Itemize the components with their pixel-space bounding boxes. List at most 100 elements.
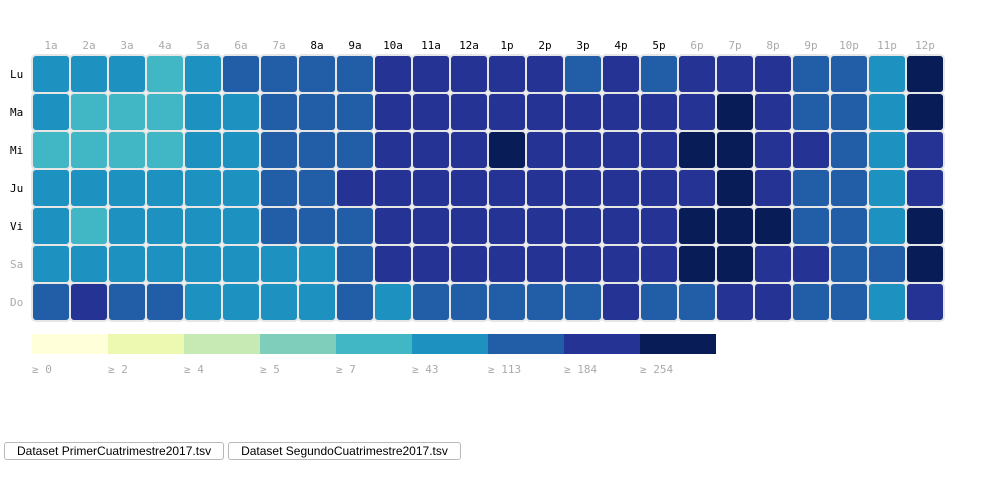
heatmap-cell (525, 206, 565, 246)
legend-label: ≥ 0 (32, 363, 52, 376)
heatmap-cell (829, 282, 869, 322)
heatmap-cell (677, 244, 717, 284)
heatmap-cell (411, 282, 451, 322)
heatmap-cell (715, 54, 755, 94)
heatmap-chart: 1a 2a 3a 4a 5a 6a 7a 8a 9a 10a 11a 12a 1p 2p 3p 4p 5p 6p 7… (10, 39, 945, 376)
heatmap-cell (867, 130, 907, 170)
heatmap-cell (601, 206, 641, 246)
heatmap-cell (373, 54, 413, 94)
hour-label: 8p (766, 39, 779, 52)
heatmap-cell (221, 206, 261, 246)
heatmap-cell (601, 130, 641, 170)
hour-label: 10a (383, 39, 403, 52)
heatmap-cell (221, 282, 261, 322)
heatmap-cell (69, 92, 109, 132)
legend-label: ≥ 2 (108, 363, 128, 376)
day-label: Mi (10, 144, 23, 157)
heatmap-cell (107, 92, 147, 132)
heatmap-cell (563, 244, 603, 284)
heatmap-cell (221, 168, 261, 208)
hour-label: 11a (421, 39, 441, 52)
heatmap-cell (753, 282, 793, 322)
heatmap-cell (867, 244, 907, 284)
heatmap-cell (487, 54, 527, 94)
heatmap-cell (677, 168, 717, 208)
heatmap-cell (601, 244, 641, 284)
heatmap-cell (183, 54, 223, 94)
heatmap-cell (297, 206, 337, 246)
legend-swatch (32, 334, 108, 354)
heatmap-cell (107, 130, 147, 170)
heatmap-cell (677, 206, 717, 246)
heatmap-cell (259, 130, 299, 170)
legend-label: ≥ 7 (336, 363, 356, 376)
heatmap-cell (905, 130, 945, 170)
heatmap-cell (183, 244, 223, 284)
heatmap-cell (905, 206, 945, 246)
heatmap-cell (373, 244, 413, 284)
hour-label: 1a (44, 39, 57, 52)
heatmap-cell (221, 54, 261, 94)
hour-label: 5p (652, 39, 665, 52)
day-labels: Lu Ma Mi Ju Vi Sa Do (10, 68, 23, 309)
heatmap-cell (601, 92, 641, 132)
heatmap-cell (31, 206, 71, 246)
heatmap-cell (753, 130, 793, 170)
legend-label: ≥ 113 (488, 363, 521, 376)
heatmap-cell (525, 130, 565, 170)
hour-label: 6p (690, 39, 703, 52)
heatmap-cell (753, 168, 793, 208)
heatmap-cell (145, 54, 185, 94)
heatmap-cell (335, 244, 375, 284)
heatmap-cell (335, 130, 375, 170)
day-label: Sa (10, 258, 23, 271)
heatmap-cell (829, 168, 869, 208)
heatmap-cell (905, 244, 945, 284)
heatmap-cell (411, 54, 451, 94)
hour-label: 7p (728, 39, 741, 52)
heatmap-cell (715, 244, 755, 284)
heatmap-cell (373, 206, 413, 246)
heatmap-cell (715, 168, 755, 208)
legend-swatch (184, 334, 260, 354)
legend-label: ≥ 43 (412, 363, 439, 376)
hour-label: 10p (839, 39, 859, 52)
heatmap-cell (145, 244, 185, 284)
dataset-primer-cuatrimestre-button[interactable]: Dataset PrimerCuatrimestre2017.tsv (4, 442, 225, 460)
heatmap-cell (69, 54, 109, 94)
dataset-segundo-cuatrimestre-button[interactable]: Dataset SegundoCuatrimestre2017.tsv (228, 442, 461, 460)
heatmap-cell (791, 92, 831, 132)
heatmap-cell (107, 54, 147, 94)
heatmap-cell (829, 92, 869, 132)
hour-label: 2p (538, 39, 551, 52)
heatmap-cell (145, 282, 185, 322)
dataset-button-group: Dataset PrimerCuatrimestre2017.tsv Datas… (4, 442, 461, 460)
day-label: Ju (10, 182, 23, 195)
heatmap-cell (411, 130, 451, 170)
heatmap-cell (867, 168, 907, 208)
heatmap-cell (449, 54, 489, 94)
heatmap-cell (31, 130, 71, 170)
heatmap-cell (563, 282, 603, 322)
legend-label: ≥ 5 (260, 363, 280, 376)
heatmap-cell (677, 282, 717, 322)
heatmap-cell (791, 282, 831, 322)
heatmap-cell (791, 54, 831, 94)
heatmap-cell (69, 168, 109, 208)
heatmap-cell (259, 282, 299, 322)
heatmap-cell (449, 130, 489, 170)
heatmap-cell (791, 168, 831, 208)
heatmap-cell (525, 244, 565, 284)
heatmap-cell (31, 168, 71, 208)
heatmap-cell (753, 54, 793, 94)
heatmap-cell (373, 168, 413, 208)
heatmap-cell (715, 130, 755, 170)
heatmap-cell (563, 54, 603, 94)
heatmap-cell (373, 282, 413, 322)
day-label: Lu (10, 68, 23, 81)
heatmap-cell (753, 92, 793, 132)
heatmap-cell (335, 54, 375, 94)
legend-swatch (260, 334, 336, 354)
heatmap-cell (487, 244, 527, 284)
heatmap-cell (335, 92, 375, 132)
